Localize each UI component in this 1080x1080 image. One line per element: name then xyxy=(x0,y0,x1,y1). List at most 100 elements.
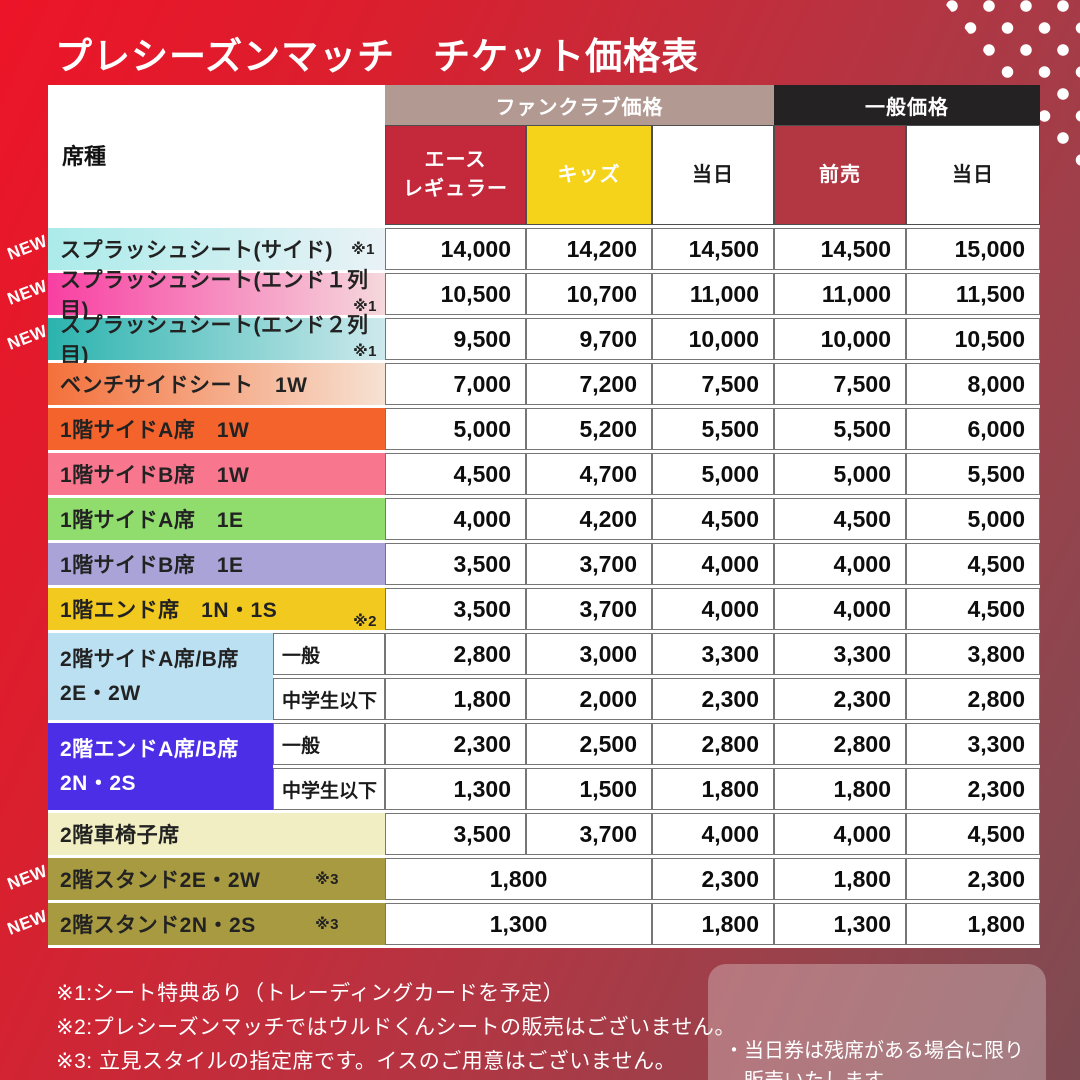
column-header: エース レギュラー xyxy=(385,125,526,225)
table-row: スプラッシュシート(エンド１列目) ※1 10,500 10,700 11,000 11,… xyxy=(48,269,1040,322)
column-header-row: エース レギュラー キッズ 当日 前売 当日 xyxy=(385,125,1040,225)
footnote-marker: ※3 xyxy=(315,871,339,888)
price-cell: 10,000 xyxy=(774,318,906,360)
price-cell: 7,500 xyxy=(652,363,774,405)
table-row: 1階サイドA席 1W 5,000 5,200 5,500 5,500 6,000 xyxy=(48,408,1040,450)
price-cell: 3,300 xyxy=(906,723,1040,765)
price-cell: 3,800 xyxy=(906,633,1040,675)
seat-name: 2階車椅子席 xyxy=(48,813,385,855)
price-cell: 1,300 xyxy=(385,903,652,945)
price-cell: 4,200 xyxy=(526,498,652,540)
price-cell: 3,500 xyxy=(385,588,526,630)
price-cell: 11,000 xyxy=(774,273,906,315)
price-cell: 3,300 xyxy=(774,633,906,675)
footnote-marker: ※1 xyxy=(351,241,375,258)
new-badge: NEW xyxy=(4,861,51,894)
price-cell: 7,200 xyxy=(526,363,652,405)
price-cell: 15,000 xyxy=(906,228,1040,270)
price-cell: 4,000 xyxy=(652,543,774,585)
sub-category-label: 中学生以下 xyxy=(273,768,385,810)
price-cell: 7,000 xyxy=(385,363,526,405)
seat-name: スプラッシュシート(エンド２列目) ※1 xyxy=(48,314,385,367)
price-cell: 1,300 xyxy=(774,903,906,945)
table-row: 2階スタンド2N・2S ※3 1,300 1,800 1,300 1,800 xyxy=(48,903,1040,945)
price-cell: 2,800 xyxy=(385,633,526,675)
price-cell: 1,800 xyxy=(652,903,774,945)
info-box: ・当日券は残席がある場合に限り 販売いたします。・全席指定席です。 xyxy=(708,964,1046,1080)
price-cell: 4,500 xyxy=(385,453,526,495)
group-header-row: ファンクラブ価格 一般価格 xyxy=(385,85,1040,125)
seat-name: 2階サイドA席/B席 2E・2W xyxy=(48,633,273,720)
seat-name: スプラッシュシート(エンド１列目) ※1 xyxy=(48,269,385,322)
price-cell: 1,800 xyxy=(385,678,526,720)
price-cell: 1,800 xyxy=(774,768,906,810)
footnote-marker: ※1 xyxy=(353,343,377,360)
price-cell: 4,000 xyxy=(774,813,906,855)
footnotes: ※1:シート特典あり（トレーディングカードを予定） ※2:プレシーズンマッチではウ… xyxy=(56,977,736,1079)
price-cell: 4,700 xyxy=(526,453,652,495)
footnote: ※1:シート特典あり（トレーディングカードを予定） xyxy=(56,982,565,1005)
new-badge: NEW xyxy=(4,321,51,354)
price-cell: 4,500 xyxy=(774,498,906,540)
footnote: ※2:プレシーズンマッチではウルドくんシートの販売はございません。 xyxy=(56,1016,736,1039)
price-cell: 2,800 xyxy=(774,723,906,765)
price-cell: 11,500 xyxy=(906,273,1040,315)
price-headers: ファンクラブ価格 一般価格 エース レギュラー キッズ 当日 前売 当日 xyxy=(385,85,1040,225)
price-cell: 2,300 xyxy=(652,858,774,900)
table-body: スプラッシュシート(サイド) ※1 14,000 14,200 14,500 14,500… xyxy=(48,228,1040,945)
price-cell: 1,800 xyxy=(906,903,1040,945)
price-cell: 14,200 xyxy=(526,228,652,270)
table-header: 席種 ファンクラブ価格 一般価格 エース レギュラー キッズ 当日 前売 当日 xyxy=(48,85,1040,225)
table-row: 1階サイドB席 1W 4,500 4,700 5,000 5,000 5,500 xyxy=(48,453,1040,495)
price-cell: 2,000 xyxy=(526,678,652,720)
seat-name: 2階スタンド2E・2W ※3 xyxy=(48,858,385,900)
table-row: 1階サイドA席 1E 4,000 4,200 4,500 4,500 5,000 xyxy=(48,498,1040,540)
price-cell: 10,700 xyxy=(526,273,652,315)
price-cell: 14,000 xyxy=(385,228,526,270)
seat-name: 2階エンドA席/B席 2N・2S xyxy=(48,723,273,810)
footnote-marker: ※2 xyxy=(353,613,377,630)
seat-name: 1階サイドA席 1E xyxy=(48,498,385,540)
column-header: 当日 xyxy=(652,125,774,225)
table-row: 2階車椅子席 3,500 3,700 4,000 4,000 4,500 xyxy=(48,813,1040,855)
price-cell: 10,500 xyxy=(385,273,526,315)
info-line: ・当日券は残席がある場合に限り xyxy=(724,1040,1024,1062)
price-cell: 2,300 xyxy=(652,678,774,720)
table-row: スプラッシュシート(エンド２列目) ※1 9,500 9,700 10,000 10,00… xyxy=(48,314,1040,367)
price-cell: 5,000 xyxy=(906,498,1040,540)
seat-name: ベンチサイドシート 1W xyxy=(48,363,385,405)
price-cell: 1,500 xyxy=(526,768,652,810)
price-cell: 2,500 xyxy=(526,723,652,765)
price-cell: 5,500 xyxy=(774,408,906,450)
price-cell: 2,300 xyxy=(774,678,906,720)
seat-name: 1階サイドB席 1W xyxy=(48,453,385,495)
info-box-lines: ・当日券は残席がある場合に限り 販売いたします。・全席指定席です。 xyxy=(724,1036,1030,1080)
seat-name: 2階スタンド2N・2S ※3 xyxy=(48,903,385,945)
price-cell: 5,500 xyxy=(652,408,774,450)
table-row: ベンチサイドシート 1W 7,000 7,200 7,500 7,500 8,000 xyxy=(48,363,1040,405)
sub-category-label: 一般 xyxy=(273,633,385,675)
price-cell: 9,500 xyxy=(385,318,526,360)
price-cell: 6,000 xyxy=(906,408,1040,450)
seat-name: スプラッシュシート(サイド) ※1 xyxy=(48,228,385,270)
price-cell: 5,500 xyxy=(906,453,1040,495)
price-cell: 4,000 xyxy=(774,588,906,630)
table-row: 2階エンドA席/B席 2N・2S 一般 2,300 2,500 2,800 2,800 3,3… xyxy=(48,723,1040,810)
column-header: 当日 xyxy=(906,125,1040,225)
price-cell: 14,500 xyxy=(652,228,774,270)
price-cell: 3,500 xyxy=(385,813,526,855)
seat-name: 1階エンド席 1N・1S ※2 xyxy=(48,588,385,630)
price-cell: 4,500 xyxy=(906,543,1040,585)
seat-name: 1階サイドA席 1W xyxy=(48,408,385,450)
price-cell: 10,500 xyxy=(906,318,1040,360)
new-badge: NEW xyxy=(4,276,51,309)
price-cell: 7,500 xyxy=(774,363,906,405)
price-cell: 9,700 xyxy=(526,318,652,360)
table-row: スプラッシュシート(サイド) ※1 14,000 14,200 14,500 14,500… xyxy=(48,228,1040,270)
price-cell: 3,300 xyxy=(652,633,774,675)
price-cell: 3,000 xyxy=(526,633,652,675)
price-cell: 4,000 xyxy=(652,813,774,855)
seat-type-header-cell: 席種 xyxy=(48,85,385,225)
price-cell: 2,300 xyxy=(906,768,1040,810)
table-row: 2階サイドA席/B席 2E・2W 一般 2,800 3,000 3,300 3,300 3,8… xyxy=(48,633,1040,720)
